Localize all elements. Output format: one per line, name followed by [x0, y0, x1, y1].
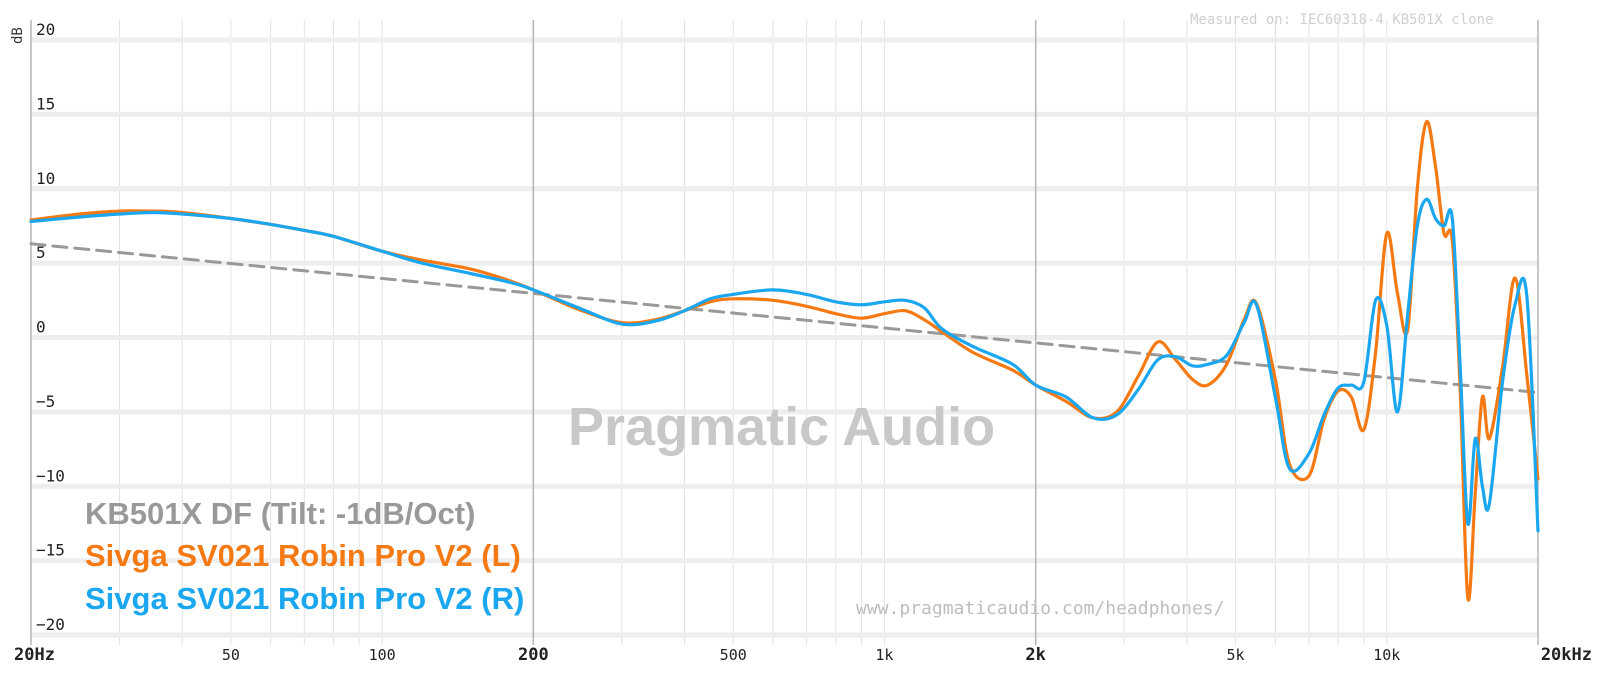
y-tick-label: 20: [36, 20, 55, 39]
y-tick-label: −10: [36, 466, 65, 485]
legend-entry-target: KB501X DF (Tilt: -1dB/Oct): [85, 496, 476, 531]
x-tick-label: 200: [518, 645, 549, 665]
y-axis-label: dB: [10, 27, 26, 44]
x-tick-label: 50: [222, 646, 240, 664]
x-tick-label: 2k: [1025, 645, 1045, 665]
major-grid: [30, 20, 1539, 645]
y-tick-label: −15: [36, 541, 65, 560]
y-tick-label: −5: [36, 392, 55, 411]
series-layer: [29, 120, 1540, 602]
y-tick-label: 15: [36, 94, 55, 113]
x-tick-label: 5k: [1227, 646, 1245, 664]
minor-grid: [30, 20, 1539, 645]
measurement-note: Measured on: IEC60318-4 KB501X clone: [1190, 12, 1494, 28]
x-tick-label: 1k: [875, 646, 893, 664]
x-axis-ticks: 20Hz 50 100 200 500 1k 2k 5k 10k 20kHz: [14, 645, 1592, 665]
series-line-0: [29, 242, 1540, 394]
y-tick-label: 5: [36, 243, 46, 262]
x-tick-label: 20kHz: [1541, 645, 1592, 665]
y-tick-label: −20: [36, 615, 65, 634]
y-axis-ticks: 20 15 10 5 0 −5 −10 −15 −20: [36, 20, 65, 634]
x-tick-label: 10k: [1373, 646, 1400, 664]
x-tick-label: 500: [720, 646, 747, 664]
series-line-1: [29, 120, 1540, 602]
series-line-2: [29, 197, 1540, 533]
watermark: Pragmatic Audio: [568, 397, 996, 457]
legend-entry-left: Sivga SV021 Robin Pro V2 (L): [85, 538, 521, 573]
y-tick-label: 0: [36, 318, 46, 337]
source-url: www.pragmaticaudio.com/headphones/: [856, 598, 1225, 619]
x-tick-label: 100: [369, 646, 396, 664]
legend-entry-right: Sivga SV021 Robin Pro V2 (R): [85, 581, 525, 616]
x-tick-label: 20Hz: [14, 645, 55, 665]
y-tick-label: 10: [36, 169, 55, 188]
